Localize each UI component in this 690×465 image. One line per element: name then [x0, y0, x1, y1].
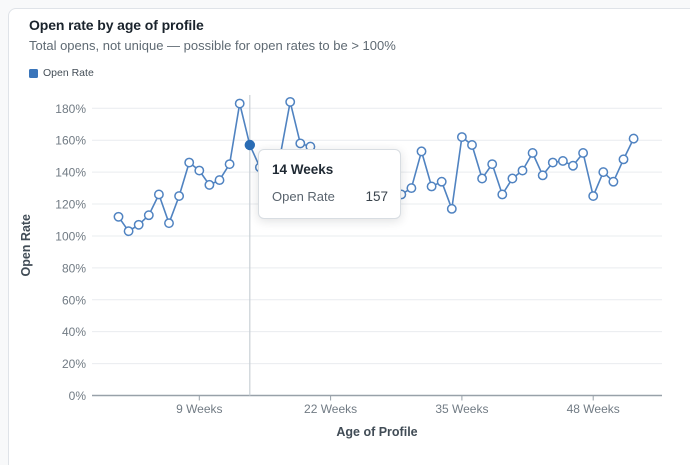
legend-label: Open Rate	[43, 67, 94, 79]
chart-title: Open rate by age of profile	[29, 17, 204, 33]
data-point-week-36[interactable]	[467, 140, 477, 150]
open-rate-card: Open rate by age of profile Total opens,…	[8, 8, 690, 465]
y-tick-label: 80%	[62, 261, 86, 275]
data-point-week-48[interactable]	[588, 191, 599, 202]
data-point-week-4[interactable]	[143, 210, 154, 221]
data-point-week-7[interactable]	[174, 191, 185, 202]
y-tick-label: 120%	[55, 198, 86, 212]
data-point-week-44[interactable]	[547, 157, 558, 168]
tooltip-row: Open Rate 157	[272, 189, 388, 204]
data-point-week-34[interactable]	[446, 203, 457, 214]
data-point-week-42[interactable]	[527, 148, 538, 158]
data-point-week-2[interactable]	[123, 226, 134, 237]
data-point-week-33[interactable]	[436, 176, 447, 187]
data-point-week-12[interactable]	[224, 159, 235, 170]
y-tick-label: 20%	[62, 357, 86, 371]
data-point-week-9[interactable]	[194, 165, 205, 176]
data-point-week-6[interactable]	[164, 218, 174, 229]
tooltip-title: 14 Weeks	[272, 162, 334, 177]
legend-item-open-rate[interactable]: Open Rate	[29, 67, 94, 79]
hovered-data-point[interactable]	[244, 139, 255, 151]
data-point-week-10[interactable]	[204, 179, 215, 190]
chart-subtitle: Total opens, not unique — possible for o…	[29, 38, 396, 54]
data-point-week-5[interactable]	[153, 189, 164, 200]
data-point-week-3[interactable]	[133, 219, 144, 230]
data-point-week-31[interactable]	[416, 146, 427, 157]
tooltip-series-label: Open Rate	[272, 189, 335, 205]
x-tick-label: 35 Weeks	[435, 402, 488, 416]
data-point-week-18[interactable]	[285, 96, 296, 107]
y-tick-label: 180%	[55, 102, 86, 116]
x-tick-label: 22 Weeks	[304, 402, 357, 416]
y-axis-title: Open Rate	[19, 214, 33, 277]
x-axis-title: Age of Profile	[336, 425, 417, 439]
data-point-week-41[interactable]	[517, 165, 528, 176]
card-header: Open rate by age of profile Total opens,…	[29, 16, 396, 55]
x-tick-label: 9 Weeks	[176, 402, 222, 416]
y-tick-label: 40%	[62, 325, 86, 339]
data-point-week-13[interactable]	[234, 98, 245, 109]
data-point-week-11[interactable]	[214, 175, 225, 186]
data-point-week-40[interactable]	[507, 173, 518, 184]
data-point-week-47[interactable]	[578, 148, 589, 158]
y-tick-label: 100%	[55, 229, 86, 243]
y-tick-label: 140%	[55, 166, 86, 180]
chart-tooltip: 14 Weeks Open Rate 157	[258, 149, 401, 219]
data-point-week-51[interactable]	[618, 154, 629, 165]
data-point-week-19[interactable]	[295, 138, 306, 149]
data-point-week-50[interactable]	[608, 176, 619, 187]
data-point-week-43[interactable]	[537, 170, 548, 181]
y-tick-label: 60%	[62, 293, 86, 307]
legend-swatch-icon	[29, 68, 38, 78]
data-point-week-32[interactable]	[426, 181, 437, 192]
data-point-week-37[interactable]	[477, 173, 488, 184]
data-point-week-52[interactable]	[628, 133, 639, 144]
data-point-week-30[interactable]	[406, 183, 417, 194]
data-point-week-39[interactable]	[497, 189, 508, 200]
tooltip-value: 157	[365, 189, 388, 205]
data-point-week-45[interactable]	[557, 156, 568, 166]
data-point-week-38[interactable]	[487, 159, 498, 170]
y-tick-label: 160%	[55, 134, 86, 148]
data-point-week-1[interactable]	[113, 211, 124, 222]
y-tick-label: 0%	[69, 389, 87, 403]
data-point-week-8[interactable]	[184, 157, 195, 168]
data-point-week-49[interactable]	[598, 167, 609, 178]
data-point-week-46[interactable]	[568, 160, 578, 171]
data-point-week-35[interactable]	[456, 132, 467, 142]
x-tick-label: 48 Weeks	[567, 402, 620, 416]
